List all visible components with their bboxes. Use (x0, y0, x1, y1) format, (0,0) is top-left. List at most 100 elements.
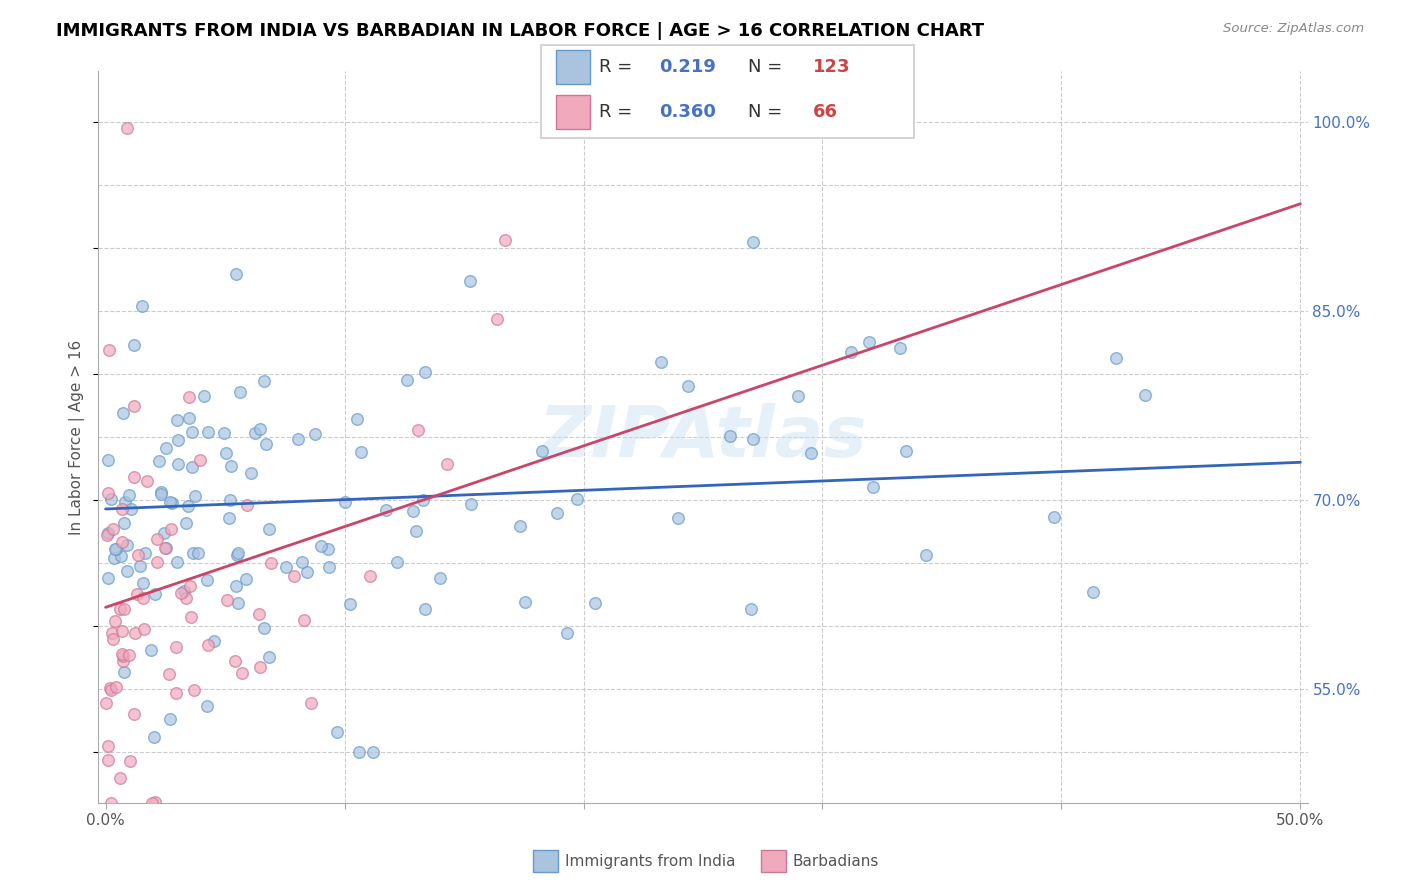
Point (149, 486, 172, 500)
Point (299, 696, 322, 710)
Point (460, 497, 482, 511)
Point (110, 535, 132, 549)
Point (741, 433, 763, 447)
Point (177, 411, 200, 425)
Point (181, 459, 204, 474)
Point (583, 596, 606, 610)
Text: Barbadians: Barbadians (793, 854, 879, 869)
Point (132, 575, 155, 590)
Point (896, 443, 918, 458)
Point (100, 683, 122, 698)
Point (143, 587, 166, 601)
Point (160, 496, 183, 510)
Point (1081, 584, 1104, 599)
Point (257, 649, 280, 664)
Point (101, 522, 124, 536)
Point (157, 666, 180, 681)
Y-axis label: In Labor Force | Age > 16: In Labor Force | Age > 16 (69, 340, 86, 534)
Point (228, 384, 250, 399)
Point (225, 267, 247, 281)
Point (104, 615, 127, 629)
Point (112, 406, 135, 420)
Point (218, 510, 240, 524)
Point (136, 475, 159, 489)
Point (97, 753, 120, 767)
Point (114, 495, 136, 509)
Point (215, 593, 238, 607)
Text: 66: 66 (813, 103, 838, 121)
Text: N =: N = (748, 58, 789, 76)
Point (195, 573, 218, 587)
Point (406, 423, 429, 437)
Point (436, 457, 458, 471)
Bar (533, 850, 558, 872)
Point (349, 445, 371, 459)
Point (413, 365, 436, 379)
Point (914, 548, 936, 562)
Point (226, 596, 249, 610)
Text: R =: R = (599, 58, 638, 76)
Point (111, 502, 134, 516)
Point (166, 413, 188, 427)
Text: IMMIGRANTS FROM INDIA VS BARBADIAN IN LABOR FORCE | AGE > 16 CORRELATION CHART: IMMIGRANTS FROM INDIA VS BARBADIAN IN LA… (56, 22, 984, 40)
Point (165, 640, 187, 654)
Point (405, 524, 427, 538)
Point (187, 545, 209, 559)
Text: Source: ZipAtlas.com: Source: ZipAtlas.com (1223, 22, 1364, 36)
Text: Immigrants from India: Immigrants from India (565, 854, 735, 869)
Point (260, 557, 283, 571)
Point (236, 498, 259, 512)
Point (111, 624, 134, 638)
Text: 0.360: 0.360 (658, 103, 716, 121)
Point (105, 542, 128, 557)
Point (546, 506, 568, 520)
Point (118, 648, 141, 663)
Point (108, 771, 131, 785)
Point (105, 681, 128, 695)
Point (108, 602, 131, 616)
Point (132, 591, 155, 605)
Text: R =: R = (599, 103, 638, 121)
Point (143, 795, 166, 809)
Point (291, 556, 314, 570)
Point (167, 434, 190, 448)
Point (326, 725, 349, 739)
Point (650, 355, 672, 369)
Point (100, 625, 122, 640)
Text: ZIPAtlas: ZIPAtlas (538, 402, 868, 472)
Point (257, 522, 280, 536)
Bar (557, 95, 589, 129)
Point (1043, 509, 1066, 524)
Point (117, 538, 139, 552)
Point (117, 564, 139, 578)
Point (361, 745, 384, 759)
Point (128, 559, 150, 574)
Point (181, 425, 204, 439)
Point (786, 389, 808, 403)
Point (1105, 351, 1128, 365)
Point (193, 389, 215, 403)
Point (800, 446, 823, 460)
Point (249, 660, 271, 674)
Point (565, 491, 588, 506)
Point (253, 621, 276, 635)
Point (139, 642, 162, 657)
Point (124, 626, 146, 640)
Point (292, 613, 315, 627)
Point (97, 525, 120, 540)
Point (115, 121, 138, 136)
Point (98, 681, 121, 695)
Point (112, 601, 135, 615)
Point (127, 549, 149, 563)
Point (104, 542, 127, 557)
Point (103, 550, 125, 565)
Point (274, 560, 297, 574)
Point (103, 632, 125, 646)
Point (215, 445, 238, 459)
Point (195, 699, 218, 714)
Point (174, 516, 197, 530)
Point (226, 549, 249, 563)
Point (155, 442, 177, 456)
Point (862, 480, 884, 494)
Point (97, 571, 120, 585)
